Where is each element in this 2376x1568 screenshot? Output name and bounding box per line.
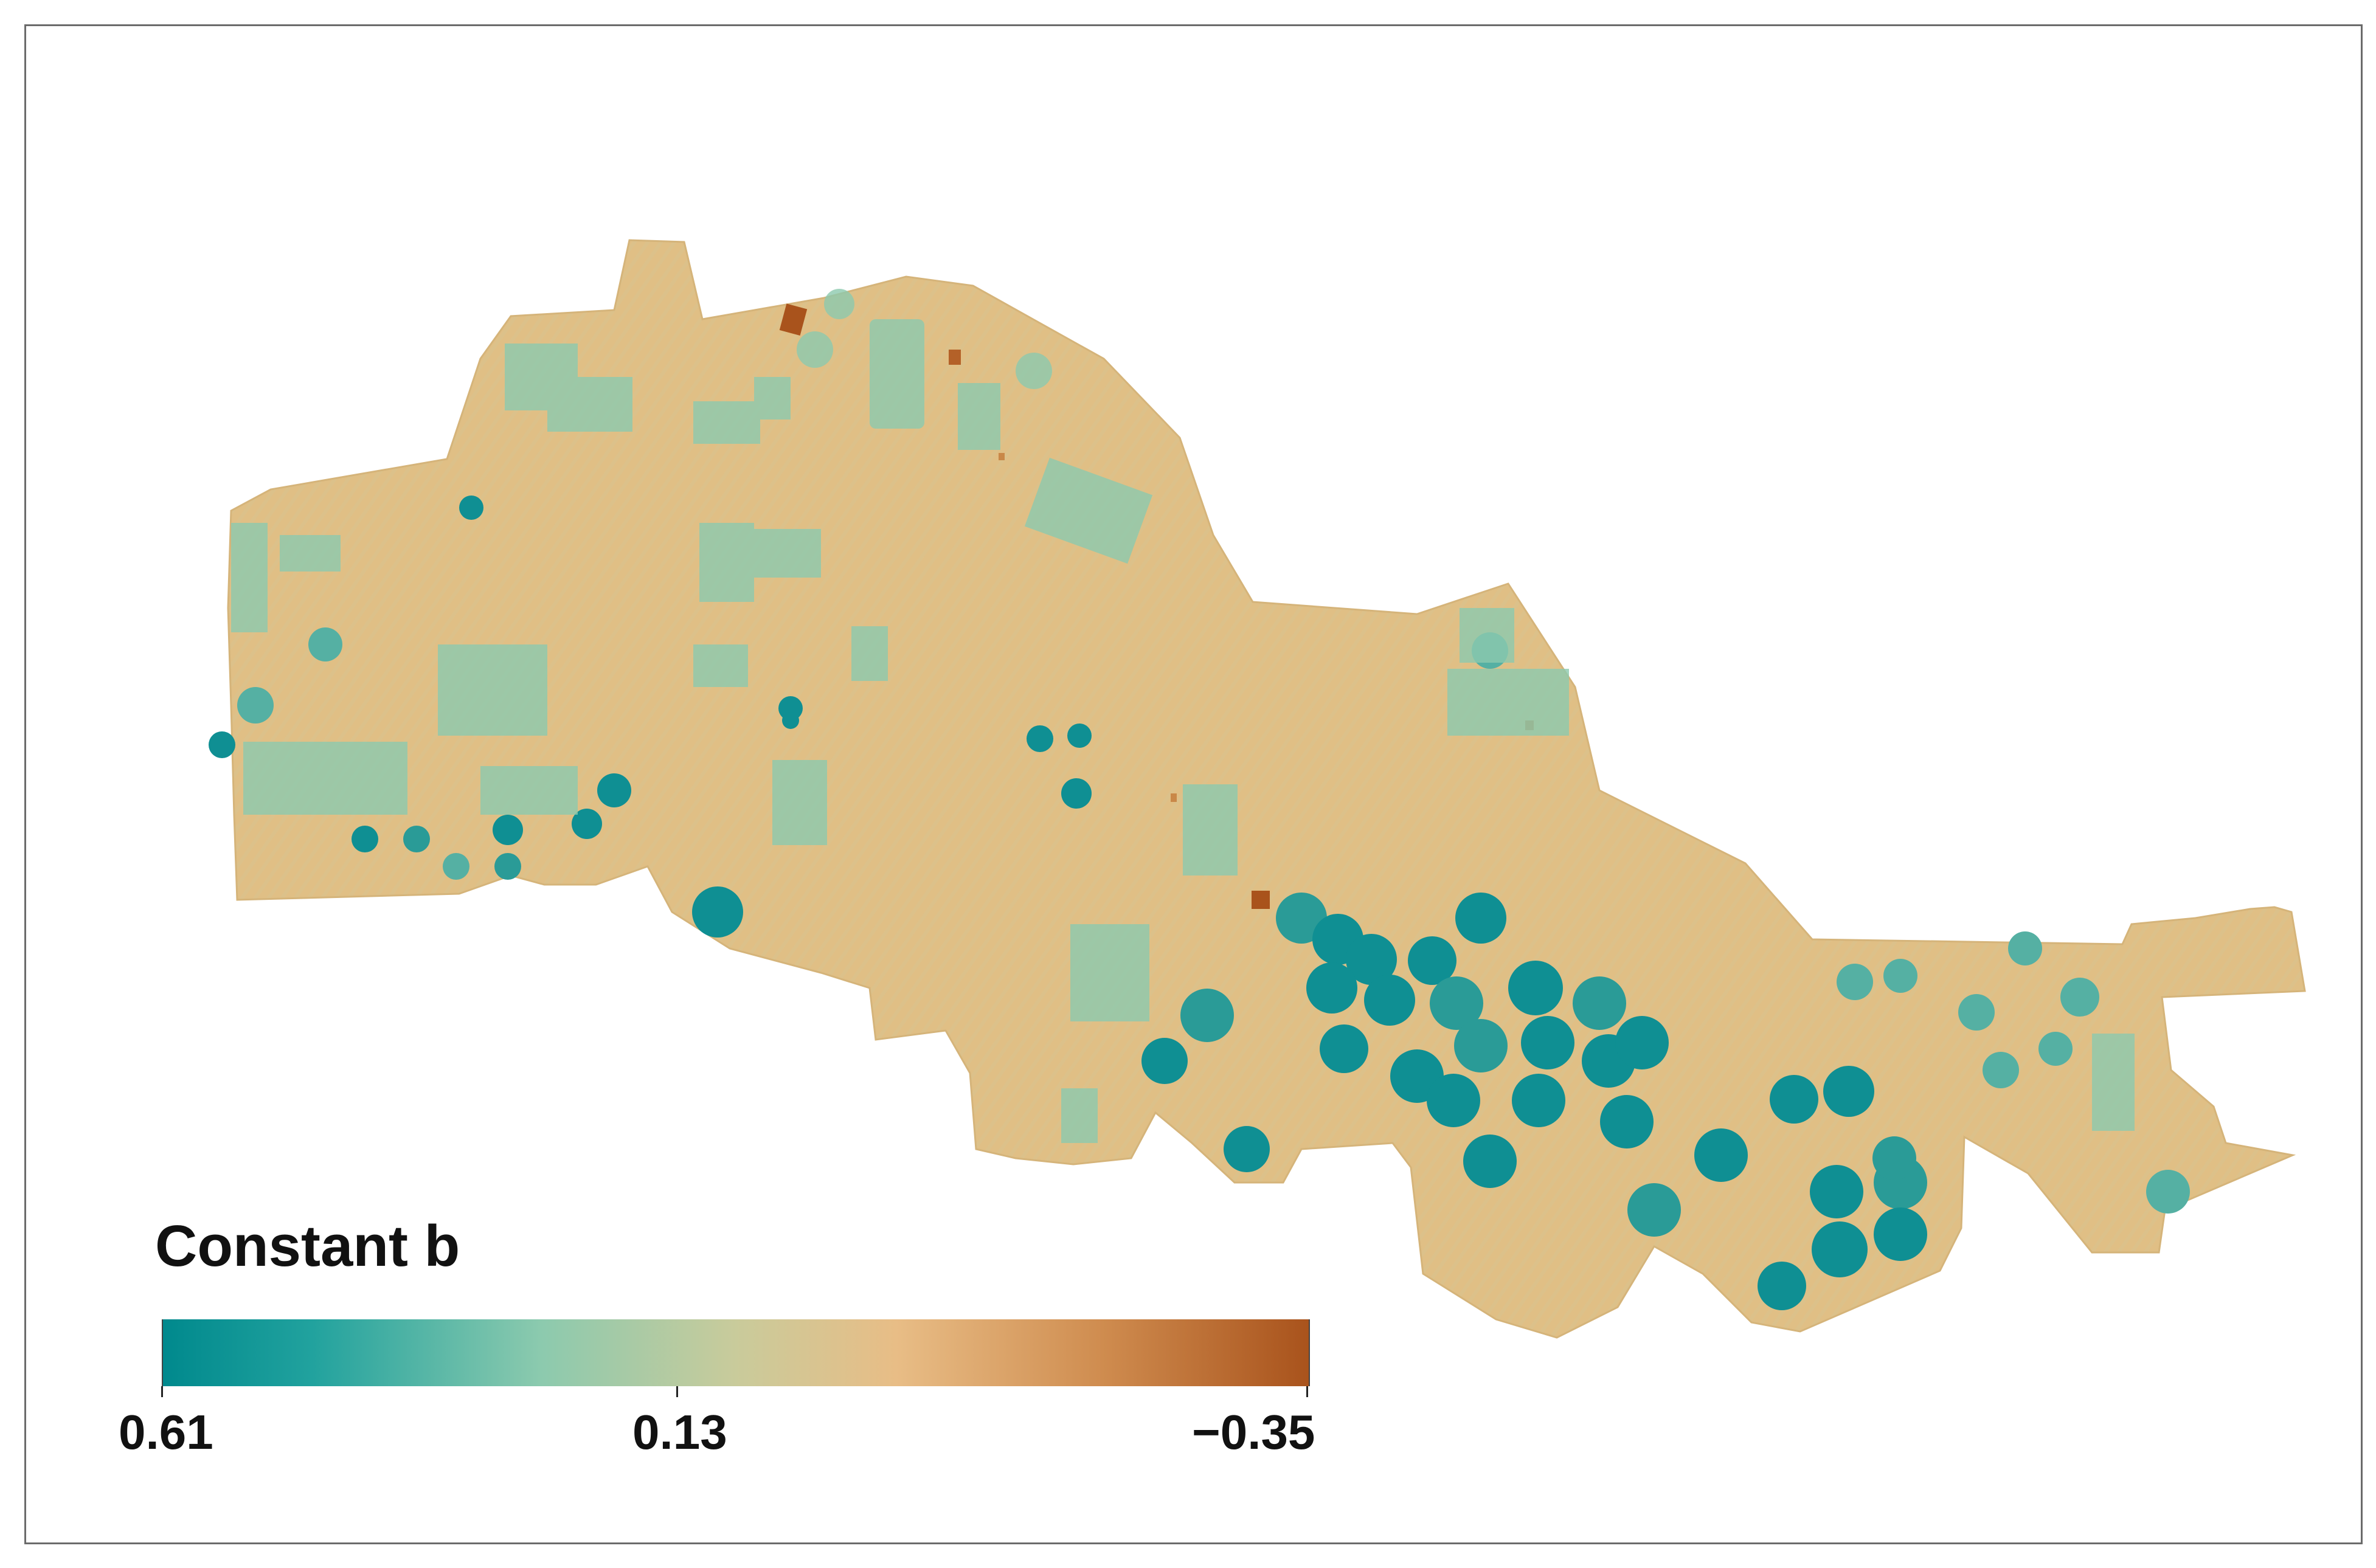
legend-label-max: −0.35	[1192, 1405, 1315, 1459]
legend-label-mid: 0.13	[632, 1405, 727, 1459]
low-value-hotspot	[1171, 793, 1177, 802]
low-value-hotspot	[949, 350, 961, 365]
legend-tick-max	[1306, 1386, 1308, 1397]
low-value-hotspot	[999, 453, 1005, 460]
low-value-hotspot	[1252, 891, 1270, 909]
legend-tick-min	[161, 1386, 163, 1397]
study-area-fill	[227, 239, 2306, 1339]
legend-title: Constant b	[155, 1214, 460, 1279]
legend-tick-mid	[676, 1386, 678, 1397]
moderate-value-patches	[231, 289, 2135, 1143]
legend-label-min: 0.61	[119, 1405, 213, 1459]
irrigation-fields	[209, 496, 2190, 1310]
low-value-hotspot	[779, 303, 808, 336]
legend-colorbar	[162, 1319, 1310, 1386]
